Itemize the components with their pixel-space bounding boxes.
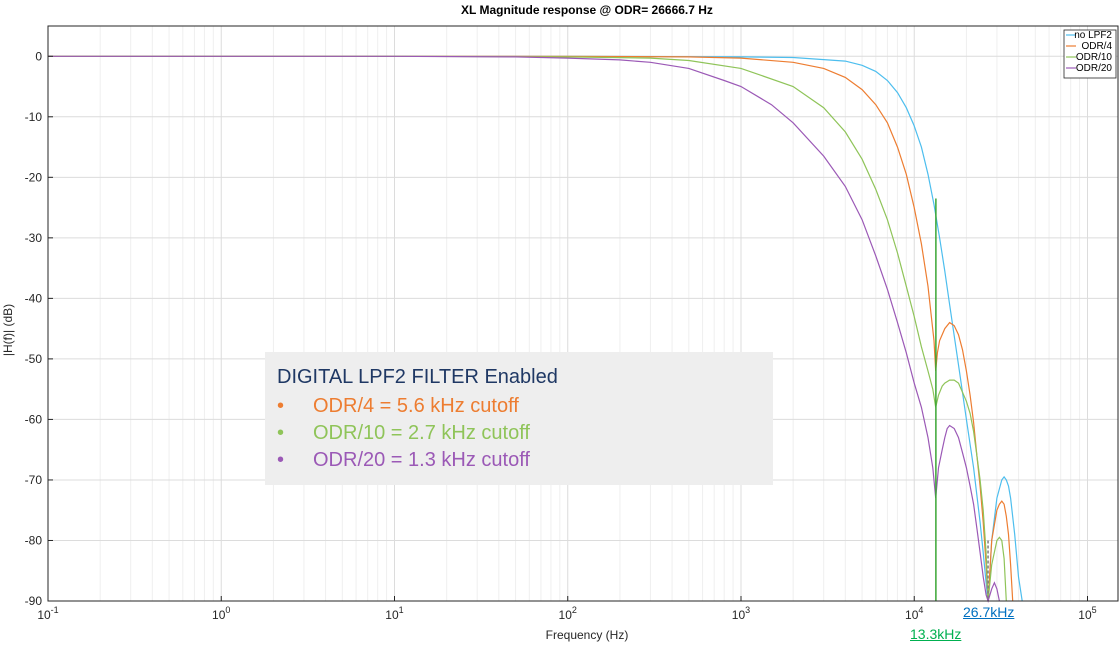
bullet-icon: • (277, 449, 285, 471)
bullet-icon: • (277, 395, 285, 417)
frequency-markers (935, 198, 989, 601)
y-tick-label: -40 (25, 291, 43, 305)
callout-item-odr20: • ODR/20 = 1.3 kHz cutoff (277, 449, 530, 472)
bullet-icon: • (277, 422, 285, 444)
legend-box (1063, 29, 1117, 79)
callout-item-text: ODR/20 = 1.3 kHz cutoff (313, 449, 530, 471)
callout-item-text: ODR/10 = 2.7 kHz cutoff (313, 422, 530, 444)
y-tick-label: -30 (25, 231, 43, 245)
legend-label: no LPF2 (1074, 30, 1112, 41)
legend-label: ODR/20 (1076, 63, 1113, 74)
callout-item-text: ODR/4 = 5.6 kHz cutoff (313, 395, 519, 417)
y-tick-label: -10 (25, 110, 43, 124)
legend-label: ODR/4 (1081, 41, 1112, 52)
y-tick-label: -70 (25, 473, 43, 487)
x-tick-label: 101 (385, 605, 403, 622)
y-tick-label: -80 (25, 533, 43, 547)
y-tick-label: -20 (25, 170, 43, 184)
series-line-odr-4 (48, 55, 1014, 602)
y-tick-label: -50 (25, 352, 43, 366)
chart-title: XL Magnitude response @ ODR= 26666.7 Hz (461, 3, 713, 17)
series-line-odr-10 (48, 55, 1007, 602)
marker-label-13khz: 13.3kHz (910, 626, 962, 642)
x-tick-label: 10-1 (37, 605, 58, 622)
filter-info-callout: DIGITAL LPF2 FILTER Enabled • ODR/4 = 5.6… (265, 352, 773, 485)
legend-label: ODR/10 (1076, 52, 1113, 63)
series-line-odr-20 (48, 55, 1000, 604)
grid-lines (47, 26, 1118, 602)
x-tick-label: 102 (559, 605, 577, 622)
x-tick-label: 103 (732, 605, 750, 622)
callout-heading: DIGITAL LPF2 FILTER Enabled (277, 366, 558, 388)
x-axis-label: Frequency (Hz) (546, 628, 629, 642)
callout-item-odr4: • ODR/4 = 5.6 kHz cutoff (277, 395, 519, 418)
x-tick-label: 100 (212, 605, 230, 622)
marker-label-26khz: 26.7kHz (963, 604, 1015, 620)
x-tick-label: 105 (1078, 605, 1096, 622)
y-tick-label: -90 (25, 594, 43, 608)
x-tick-label: 104 (905, 605, 923, 622)
plot-frame (47, 25, 1119, 602)
series-lines (48, 55, 1023, 604)
y-tick-label: 0 (35, 49, 42, 63)
axis-ticks: 10-1 100 101 102 103 104 105 0 -10 -20 -30 -40 -50 -6… (25, 49, 1097, 622)
y-tick-label: -60 (25, 412, 43, 426)
callout-item-odr10: • ODR/10 = 2.7 kHz cutoff (277, 422, 530, 445)
y-axis-label: |H(f)| (dB) (1, 304, 15, 356)
